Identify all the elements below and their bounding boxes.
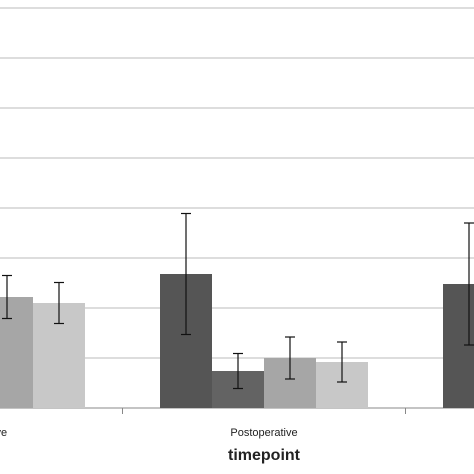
- x-tick-label: Postoperative: [230, 427, 297, 439]
- error-bar: [2, 274, 12, 320]
- x-tick-label: tive: [0, 427, 7, 439]
- error-bar: [181, 212, 191, 336]
- error-bar: [285, 336, 295, 380]
- error-bar: [54, 281, 64, 325]
- error-bar: [337, 341, 347, 383]
- x-axis-label: timepoint: [228, 447, 301, 464]
- error-bar: [464, 222, 474, 346]
- error-bar: [233, 352, 243, 390]
- bar: [0, 297, 33, 408]
